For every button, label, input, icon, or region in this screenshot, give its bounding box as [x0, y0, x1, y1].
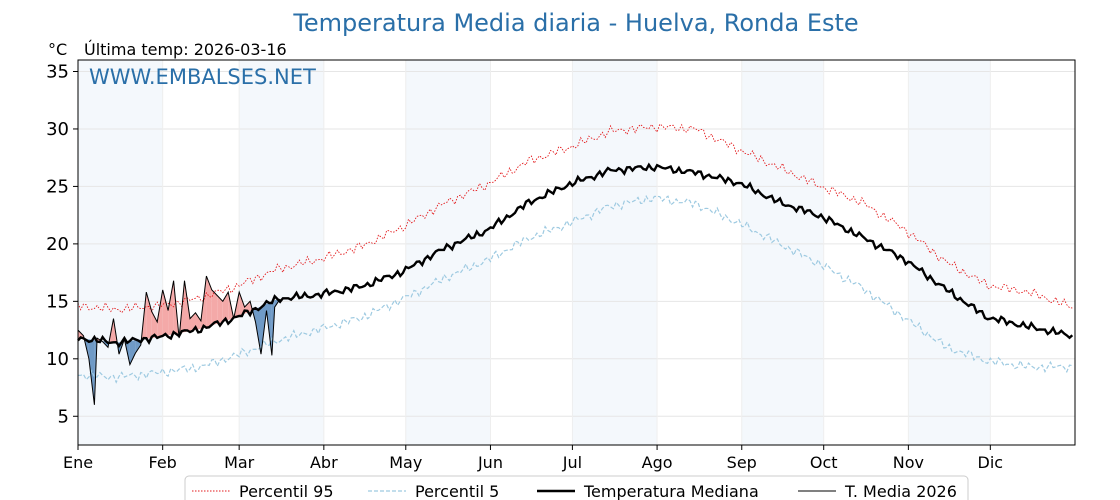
x-axis: Ene Feb Mar Abr May Jun Jul Ago Sep Oct Nov Dic	[63, 445, 1003, 472]
x-tick-label: Jul	[562, 453, 582, 472]
anomaly-fill-warm	[157, 289, 163, 338]
x-tick-label: Abr	[310, 453, 338, 472]
legend-frame	[184, 475, 969, 500]
anomaly-fill-warm	[211, 289, 218, 326]
anomaly-fill-warm	[162, 289, 169, 337]
chart-title: Temperatura Media diaria - Huelva, Ronda…	[292, 9, 858, 37]
legend-label-3: Temperatura Mediana	[583, 482, 759, 500]
anomaly-fill-warm	[146, 292, 152, 339]
last-temp-label: Última temp: 2026-03-16	[84, 40, 287, 59]
plot-background	[78, 60, 991, 445]
x-tick-label: Feb	[149, 453, 177, 472]
grid	[77, 60, 1075, 445]
legend: Percentil 95 Percentil 5 Temperatura Media…	[184, 475, 969, 500]
y-tick-label: 5	[58, 406, 69, 427]
y-axis: 5 10 15 20 25 30 35	[46, 61, 78, 427]
x-tick-label: Dic	[978, 453, 1004, 472]
x-tick-label: Nov	[893, 453, 924, 472]
plot-frame	[77, 59, 1076, 446]
legend-label-4: T. Media 2026	[844, 482, 957, 500]
unit-label: °C	[48, 40, 67, 59]
anomaly-fill-cold	[255, 306, 261, 355]
month-band	[572, 60, 658, 445]
anomaly-fill-warm	[239, 292, 245, 317]
y-tick-label: 10	[46, 349, 69, 370]
anomaly-fill-warm	[168, 280, 174, 336]
x-tick-label: May	[389, 453, 422, 472]
anomaly-fill-warm	[195, 312, 201, 330]
anomaly-fill-cold	[129, 340, 136, 365]
anomaly-fill-cold	[135, 339, 141, 354]
x-tick-label: Jun	[477, 453, 503, 472]
month-band	[908, 60, 991, 445]
series-lines	[77, 123, 1074, 405]
series-t-media-2026	[77, 275, 281, 405]
y-tick-label: 35	[46, 61, 69, 82]
watermark: WWW.EMBALSES.NET	[89, 65, 316, 89]
month-band	[239, 60, 324, 445]
month-band	[405, 60, 491, 445]
y-tick-label: 25	[46, 176, 69, 197]
x-tick-label: Ago	[642, 453, 673, 472]
y-tick-label: 20	[46, 234, 69, 255]
legend-label-1: Percentil 95	[239, 482, 334, 500]
anomaly-fill-warm	[151, 311, 158, 338]
series-percentil-95	[77, 123, 1073, 314]
y-tick-label: 15	[46, 291, 69, 312]
series-temperatura-mediana	[77, 162, 1074, 349]
month-band	[78, 60, 163, 445]
x-tick-label: Sep	[727, 453, 757, 472]
series-percentil-5	[77, 194, 1073, 384]
anomaly-fill-warm	[217, 295, 223, 324]
anomaly-fill-warm	[206, 276, 212, 328]
y-tick-label: 30	[46, 119, 69, 140]
month-band	[741, 60, 824, 445]
legend-label-2: Percentil 5	[415, 482, 499, 500]
x-tick-label: Mar	[224, 453, 255, 472]
x-tick-label: Ene	[63, 453, 93, 472]
x-tick-label: Oct	[810, 453, 838, 472]
